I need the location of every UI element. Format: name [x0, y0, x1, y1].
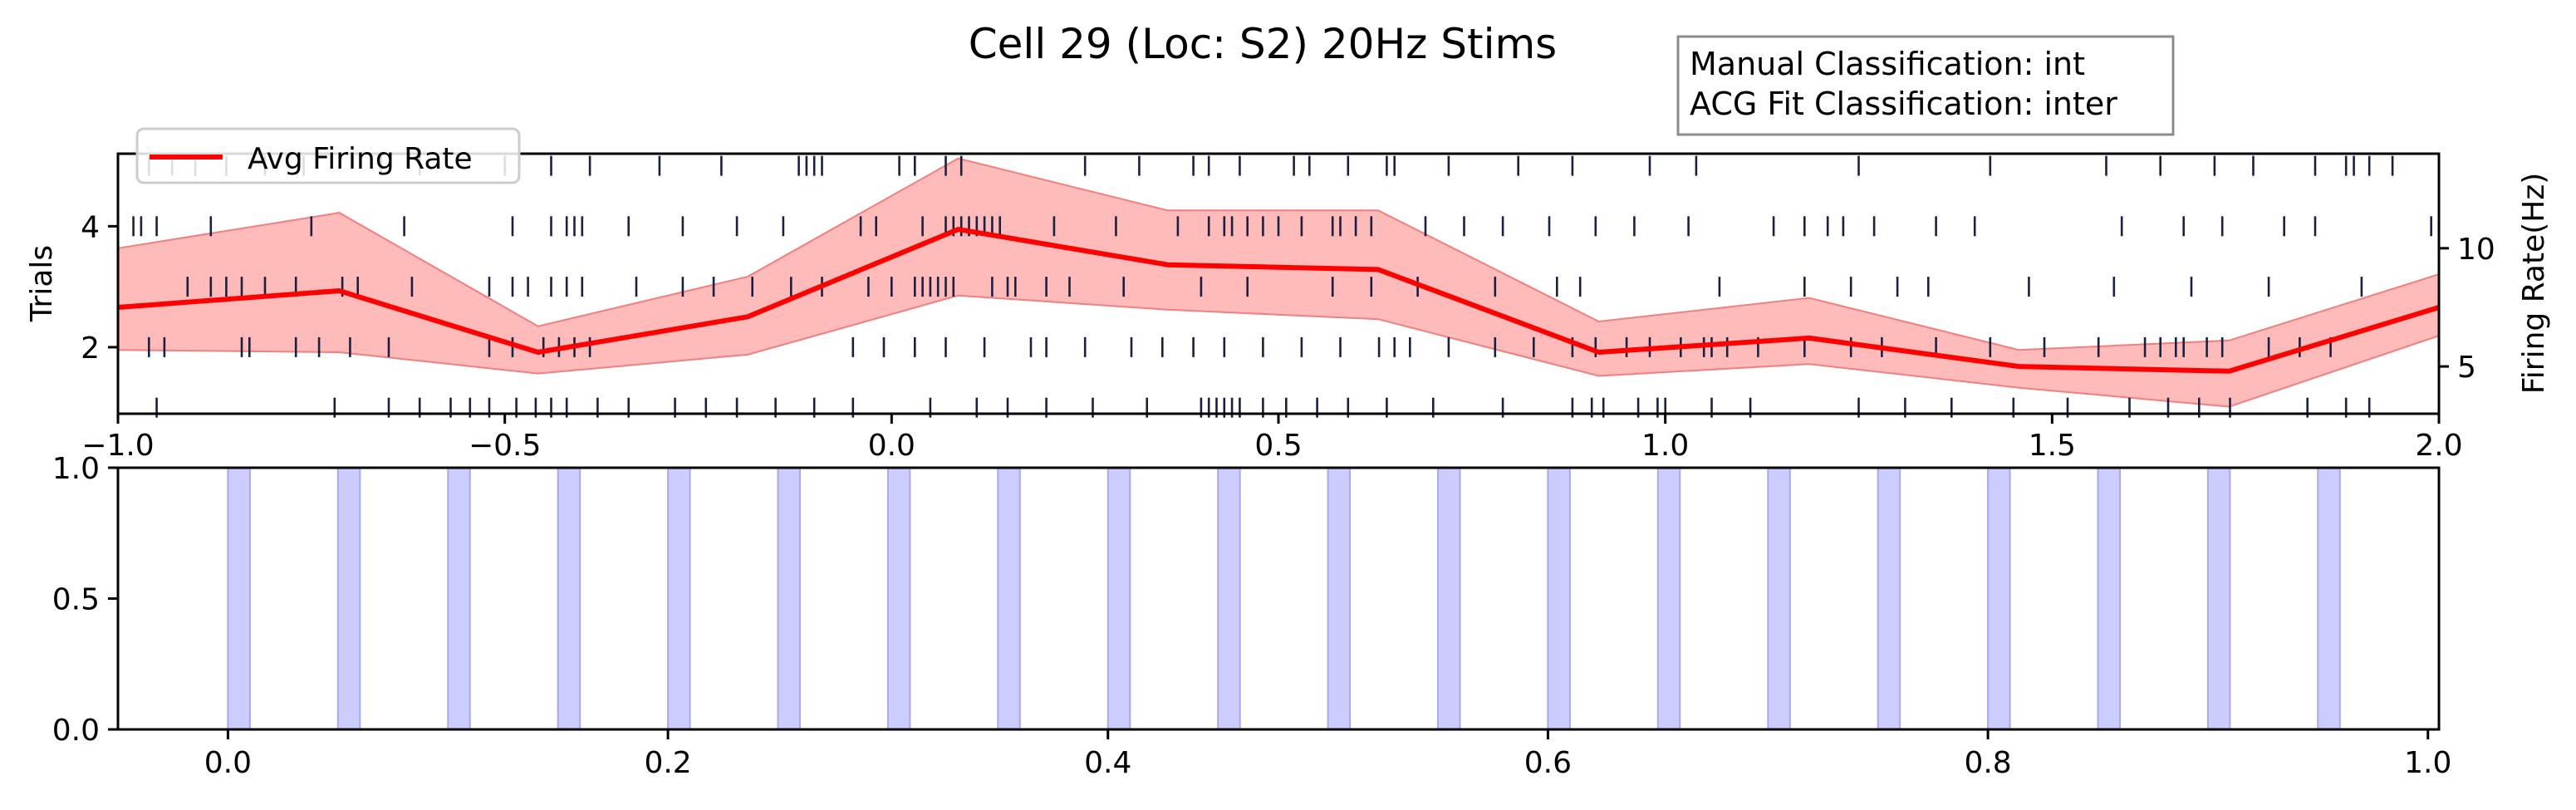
firing-rate-tick-label: 5 [2457, 351, 2476, 385]
stimulus-x-tick-label: 0.4 [1084, 746, 1131, 780]
stimulus-pulses [227, 467, 2341, 730]
stimulus-pulse [557, 467, 581, 730]
stimulus-x-tick-label: 0.0 [204, 746, 252, 780]
legend: Avg Firing Rate [135, 127, 521, 184]
stimulus-y-tick-label: 1.0 [52, 452, 100, 486]
raster-x-tick-label: 0.5 [1254, 429, 1302, 463]
stimulus-x-tick-label: 0.2 [644, 746, 691, 780]
stimulus-pulse [1327, 467, 1352, 730]
stimulus-pulse [2097, 467, 2121, 730]
stimulus-pulse [2317, 467, 2341, 730]
raster-x-tick-label: 0.0 [868, 429, 915, 463]
raster-x-tick-label: 1.0 [1641, 429, 1689, 463]
stimulus-x-tick-label: 0.6 [1524, 746, 1572, 780]
stimulus-y-axis: 0.0 0.5 1.0 [52, 452, 118, 748]
stimulus-pulse [1656, 467, 1681, 730]
spike-raster [132, 155, 2432, 418]
stimulus-pulse [997, 467, 1021, 730]
stimulus-pulse [1106, 467, 1131, 730]
stimulus-pulse [1437, 467, 1461, 730]
stimulus-pulse [1987, 467, 2011, 730]
raster-x-tick-label: −0.5 [469, 429, 541, 463]
classification-box-frame [1676, 35, 2175, 136]
stimulus-x-tick-label: 1.0 [2404, 746, 2451, 780]
stimulus-pulse [1217, 467, 1241, 730]
stimulus-y-tick-label: 0.5 [52, 583, 100, 617]
stimulus-panel: 0.0 0.2 0.4 0.6 0.8 1.0 0.0 0.5 1.0 [52, 452, 2452, 780]
stimulus-x-axis: 0.0 0.2 0.4 0.6 0.8 1.0 [204, 729, 2451, 780]
manual-classification-label: Manual Classification: int [1690, 46, 2085, 82]
legend-frame [135, 127, 521, 184]
legend-label-avg-firing-rate: Avg Firing Rate [248, 142, 473, 176]
stimulus-pulse [336, 467, 361, 730]
stimulus-pulse [1767, 467, 1791, 730]
chart-title: Cell 29 (Loc: S2) 20Hz Stims [969, 20, 1557, 68]
raster-panel: −1.0 −0.5 0.0 0.5 1.0 1.5 2.0 24 510 Trials Fi… [25, 127, 2551, 463]
stimulus-x-tick-label: 0.8 [1964, 746, 2011, 780]
raster-x-axis: −1.0 −0.5 0.0 0.5 1.0 1.5 2.0 [81, 414, 2463, 463]
trials-axis-label: Trials [25, 245, 59, 322]
classification-box: Manual Classification: int ACG Fit Class… [1676, 35, 2175, 136]
firing-rate-axis-label: Firing Rate(Hz) [2517, 173, 2551, 395]
trials-tick-label: 2 [81, 331, 100, 366]
raster-x-tick-label: −1.0 [81, 429, 154, 463]
trials-tick-label: 4 [81, 210, 100, 244]
stimulus-pulse [447, 467, 471, 730]
stimulus-pulse [667, 467, 691, 730]
firing-rate-axis: 5 10 [2439, 233, 2495, 385]
firing-rate-tick-label: 10 [2457, 233, 2495, 267]
stimulus-pulse [227, 467, 251, 730]
raster-x-tick-label: 2.0 [2415, 429, 2462, 463]
firing-rate-line-layer [117, 227, 2440, 374]
avg-firing-rate-line [117, 227, 2440, 374]
acg-fit-classification-label: ACG Fit Classification: inter [1690, 86, 2117, 122]
stimulus-pulse [1877, 467, 1901, 730]
stimulus-pulse [777, 467, 801, 730]
stimulus-pulse [1547, 467, 1571, 730]
stimulus-pulse [886, 467, 911, 730]
trials-axis: 24 [81, 210, 118, 366]
stimulus-pulse [2206, 467, 2231, 730]
raster-x-tick-label: 1.5 [2029, 429, 2076, 463]
stimulus-y-tick-label: 0.0 [52, 714, 100, 748]
